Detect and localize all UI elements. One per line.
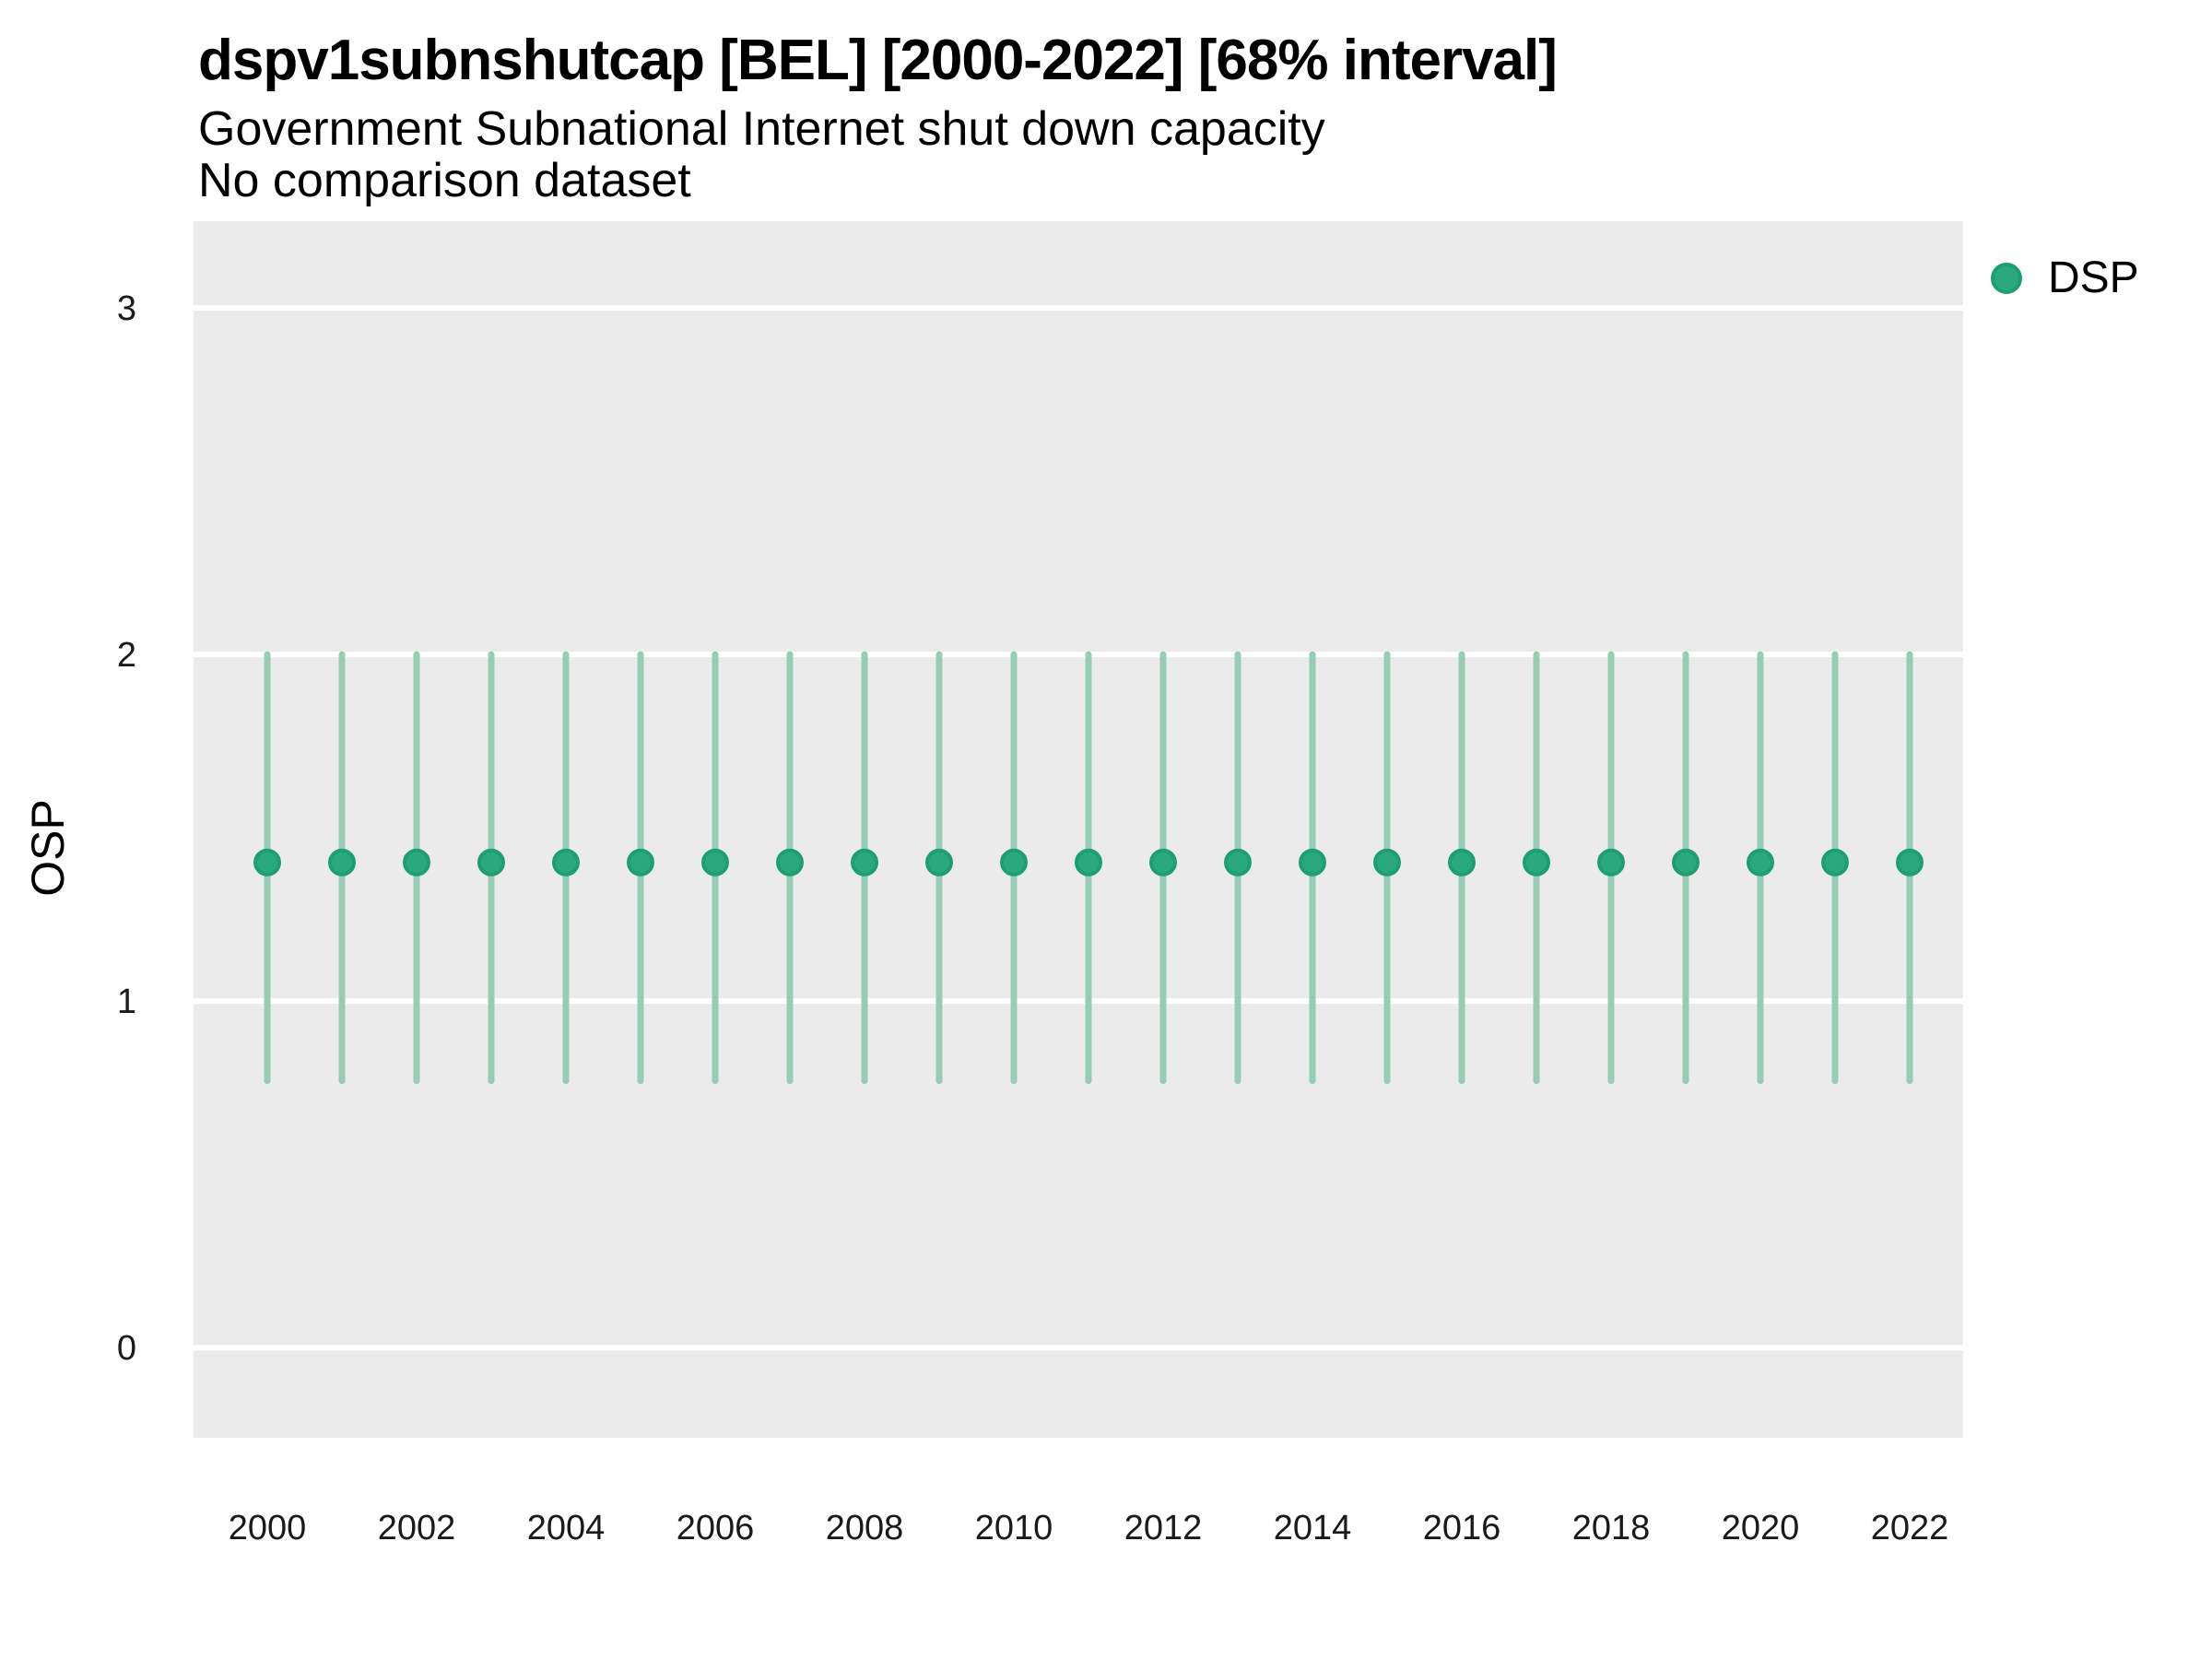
panel-background — [194, 221, 1963, 1438]
data-point-2010 — [1000, 848, 1028, 877]
data-point-2016 — [1448, 848, 1476, 877]
data-point-2000 — [253, 848, 281, 877]
gridline-y-1 — [194, 998, 1963, 1005]
data-point-2008 — [851, 848, 878, 877]
data-point-2007 — [776, 848, 804, 877]
chart-subtitle: Government Subnational Internet shut dow… — [198, 102, 1325, 156]
x-tick-label-2002: 2002 — [378, 1509, 456, 1547]
y-tick-label-1: 1 — [117, 982, 136, 1021]
x-tick-label-2000: 2000 — [229, 1509, 307, 1547]
data-point-2013 — [1224, 848, 1252, 877]
x-tick-label-2020: 2020 — [1722, 1509, 1800, 1547]
gridline-y-3 — [194, 305, 1963, 312]
y-tick-label-3: 3 — [117, 289, 136, 328]
legend: DSP — [1991, 256, 2139, 300]
x-tick-label-2012: 2012 — [1124, 1509, 1203, 1547]
data-point-2014 — [1299, 848, 1326, 877]
legend-label: DSP — [2048, 253, 2139, 302]
chart-note: No comparison dataset — [198, 154, 691, 207]
data-point-2011 — [1075, 848, 1102, 877]
x-tick-label-2006: 2006 — [677, 1509, 755, 1547]
legend-item-dsp: DSP — [1991, 256, 2139, 300]
data-point-2022 — [1896, 848, 1924, 877]
data-point-2001 — [328, 848, 356, 877]
data-point-2015 — [1373, 848, 1401, 877]
x-tick-label-2022: 2022 — [1871, 1509, 1949, 1547]
data-point-2004 — [552, 848, 580, 877]
data-point-2012 — [1149, 848, 1177, 877]
x-tick-label-2014: 2014 — [1274, 1509, 1352, 1547]
x-tick-label-2010: 2010 — [975, 1509, 1053, 1547]
x-tick-label-2008: 2008 — [826, 1509, 904, 1547]
data-point-2020 — [1747, 848, 1774, 877]
data-point-2018 — [1597, 848, 1625, 877]
x-tick-label-2004: 2004 — [527, 1509, 606, 1547]
data-point-2017 — [1523, 848, 1550, 877]
data-point-2009 — [925, 848, 953, 877]
data-point-2021 — [1821, 848, 1849, 877]
y-tick-label-2: 2 — [117, 636, 136, 675]
data-point-2005 — [627, 848, 654, 877]
data-point-2006 — [701, 848, 729, 877]
chart-title: dspv1subnshutcap [BEL] [2000-2022] [68% … — [198, 29, 1558, 92]
x-tick-label-2016: 2016 — [1423, 1509, 1501, 1547]
x-tick-label-2018: 2018 — [1572, 1509, 1651, 1547]
gridline-y-0 — [194, 1345, 1963, 1351]
data-point-2019 — [1672, 848, 1700, 877]
data-point-2002 — [403, 848, 430, 877]
gridline-y-2 — [194, 652, 1963, 658]
legend-point-icon — [1991, 263, 2022, 294]
data-point-2003 — [477, 848, 505, 877]
y-tick-label-0: 0 — [117, 1329, 136, 1368]
